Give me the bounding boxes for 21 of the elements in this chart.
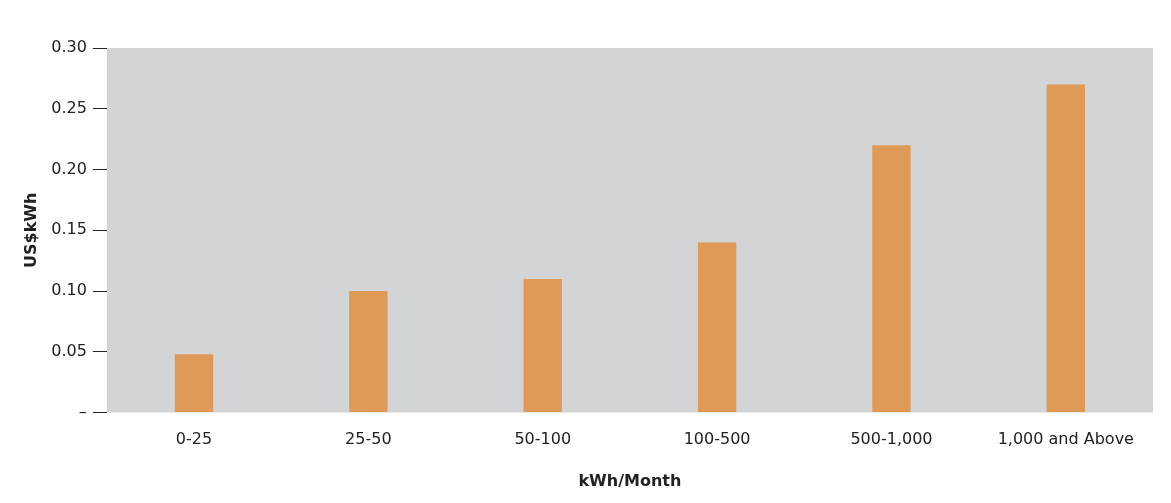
bar (349, 291, 388, 413)
y-tick-label: 0.25 (51, 97, 87, 117)
x-tick-label: 50-100 (514, 429, 572, 449)
y-tick-label: 0.30 (51, 37, 87, 57)
y-tick-label: 0.20 (51, 158, 87, 178)
y-tick-label: 0.05 (51, 340, 87, 360)
y-tick-label: – (78, 401, 87, 421)
bar (174, 354, 214, 413)
y-tick-label: 0.10 (51, 280, 87, 300)
x-tick-label: 25-50 (345, 429, 392, 449)
bar (523, 278, 562, 413)
bar (1046, 84, 1085, 413)
x-tick-label: 1,000 and Above (997, 429, 1134, 449)
y-tick-label: 0.15 (51, 219, 87, 239)
bar (872, 145, 911, 413)
x-tick-label: 0-25 (175, 429, 213, 449)
y-axis-title: US$kWh (20, 192, 40, 268)
x-tick-label: 100-500 (683, 429, 751, 449)
x-tick-label: 500-1,000 (850, 429, 933, 449)
bar (697, 242, 737, 413)
x-axis-title: kWh/Month (578, 470, 682, 490)
